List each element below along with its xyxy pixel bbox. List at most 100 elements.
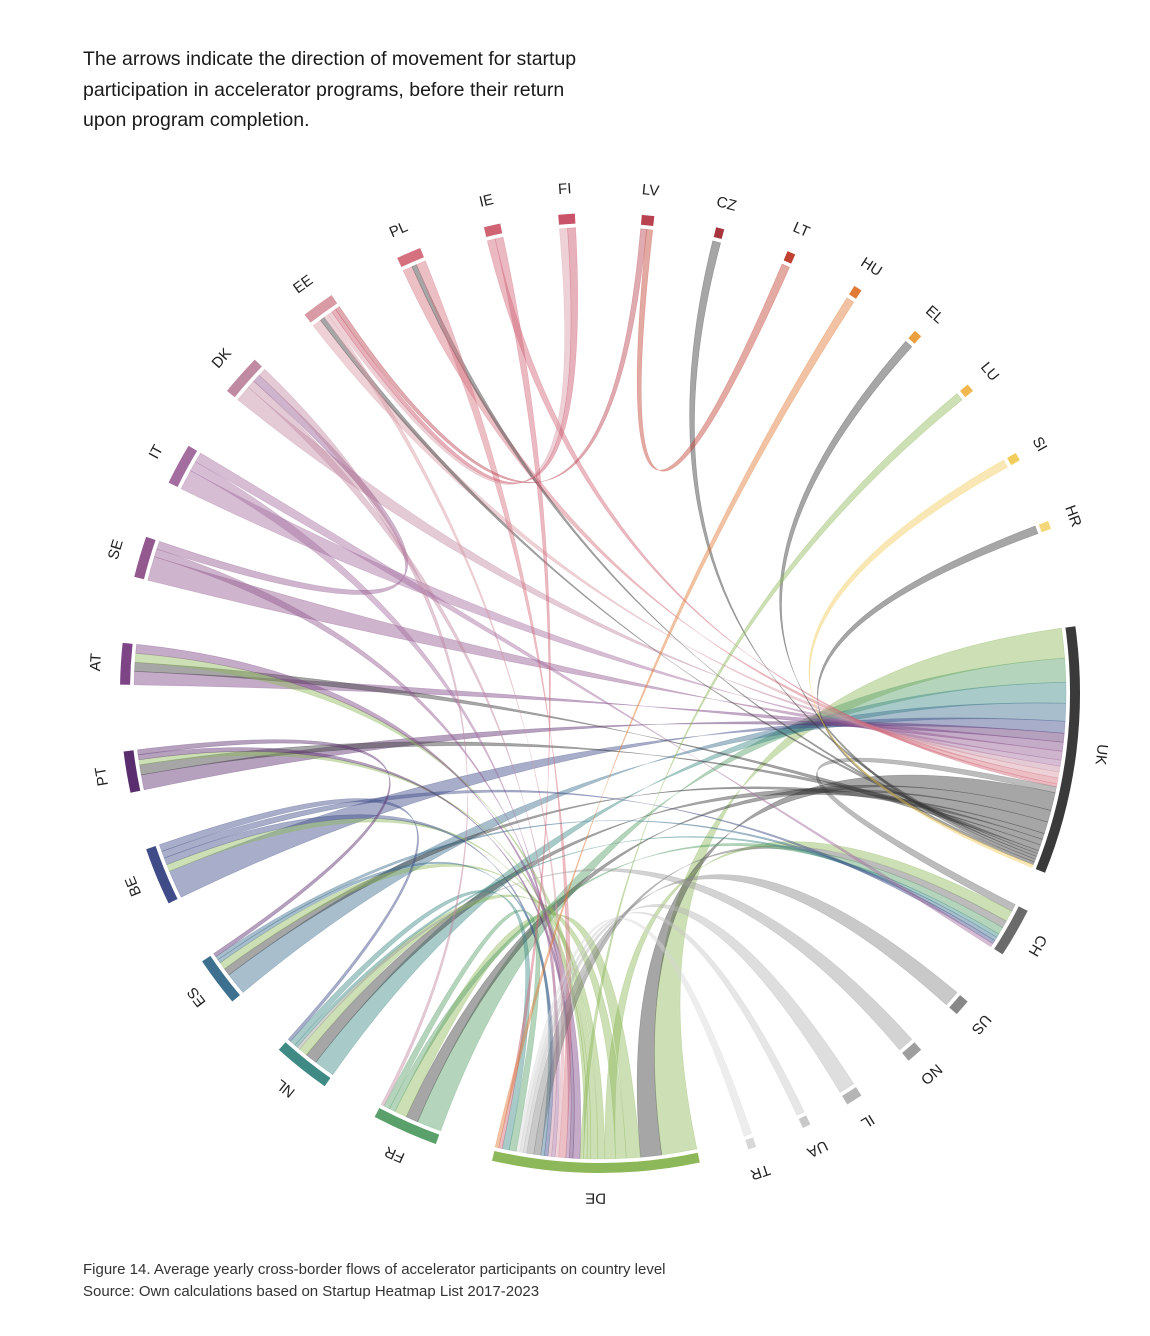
flow-ribbon-dk-to-uk — [237, 386, 1061, 773]
flow-ribbon-se-to-dk — [156, 374, 409, 595]
country-label-ch: CH — [1025, 932, 1051, 959]
country-arc-hu — [849, 285, 862, 299]
flow-ribbon-it-to-uk — [180, 470, 1062, 767]
flow-ribbon-fi-to-ee — [331, 227, 578, 484]
flow-ribbon-fr-to-de — [383, 909, 541, 1152]
flow-ribbon-uk-to-hr — [817, 525, 1039, 866]
flow-ribbon-de-to-nl — [299, 894, 627, 1160]
flow-ribbon-fr-to-uk — [417, 657, 1067, 1132]
flow-ribbon-it-to-ch — [195, 452, 994, 948]
country-arc-ch — [994, 906, 1028, 955]
country-arc-fr — [374, 1107, 440, 1145]
country-arc-layer — [120, 213, 1080, 1174]
country-arc-lu — [960, 384, 974, 398]
country-label-cz: CZ — [715, 193, 739, 214]
country-label-uk: UK — [1092, 743, 1111, 766]
flow-ribbon-lt-to-lv — [636, 229, 790, 472]
flow-ribbon-pt-to-es — [137, 739, 391, 958]
country-label-lu: LU — [977, 359, 1002, 385]
country-label-se: SE — [105, 538, 127, 562]
flow-ribbon-ie-to-uk — [486, 238, 1058, 788]
flow-ribbon-no-to-nl — [296, 868, 913, 1051]
flow-ribbon-uk-to-nl — [305, 788, 1049, 1063]
country-arc-at — [120, 642, 133, 685]
country-arc-nl — [278, 1042, 331, 1087]
flow-ribbon-it-to-de — [190, 461, 560, 1158]
flow-ribbon-pt-to-de — [137, 747, 575, 1159]
flow-ribbon-de-to-uk — [654, 627, 1066, 1156]
flow-ribbon-uk-to-fr — [405, 784, 1052, 1123]
flow-ribbon-uk-to-pl — [411, 264, 1038, 857]
flow-ribbon-ch-to-uk — [816, 757, 1057, 912]
country-arc-ua — [798, 1115, 811, 1129]
country-label-fr: FR — [382, 1142, 407, 1166]
flow-ribbon-uk-to-ee — [320, 316, 1039, 854]
flow-ribbon-es-to-uk — [228, 702, 1067, 993]
country-arc-cz — [713, 227, 725, 240]
country-arc-hr — [1038, 520, 1052, 533]
flow-ribbon-de-to-at — [134, 652, 599, 1160]
flow-ribbon-dk-to-fr — [258, 368, 468, 1107]
country-label-lt: LT — [790, 219, 812, 241]
country-arc-us — [949, 995, 968, 1015]
country-arc-il — [842, 1087, 862, 1105]
intro-text: The arrows indicate the direction of mov… — [83, 48, 577, 131]
country-label-ua: UA — [804, 1137, 830, 1161]
country-label-fi: FI — [558, 180, 572, 198]
flow-ribbon-ch-to-de — [533, 845, 1007, 1156]
flow-ribbon-be-to-de — [163, 814, 554, 1157]
flow-ribbon-ee-to-fi — [327, 227, 572, 485]
flow-ribbon-ee-to-uk — [312, 319, 1060, 779]
country-arc-lv — [640, 214, 655, 227]
flow-ribbon-uk-to-de — [636, 774, 1056, 1158]
country-arc-dk — [226, 359, 262, 398]
country-arc-uk — [1035, 626, 1080, 873]
flow-ribbon-de-to-be — [166, 818, 588, 1160]
flow-ribbon-be-to-uk — [169, 717, 1066, 898]
flow-ribbon-lv-to-ee — [335, 228, 648, 484]
country-arc-pl — [397, 247, 424, 268]
country-label-no: NO — [917, 1060, 945, 1088]
flow-ribbon-se-to-de — [153, 548, 572, 1159]
flow-ribbon-de-to-pt — [138, 751, 591, 1160]
figure-caption-title: Figure 14. Average yearly cross-border f… — [83, 1261, 666, 1278]
flow-ribbon-uk-to-pt — [139, 741, 1043, 846]
country-label-hu: HU — [858, 254, 885, 280]
country-label-be: BE — [122, 874, 145, 899]
country-arc-ee — [304, 295, 338, 323]
country-arc-fi — [558, 213, 576, 225]
flow-ribbon-tr-to-de — [515, 917, 753, 1153]
country-label-pl: PL — [387, 218, 411, 241]
flow-ribbon-pt-to-uk — [140, 721, 1065, 791]
flow-ribbon-be-to-nl — [159, 798, 419, 1042]
flow-ribbon-at-to-de — [135, 643, 581, 1159]
flow-ribbon-uk-to-cz — [689, 240, 1037, 860]
country-label-tr: TR — [748, 1161, 773, 1184]
country-label-ie: IE — [478, 191, 496, 211]
country-label-it: IT — [146, 442, 167, 462]
country-label-ee: EE — [290, 272, 316, 298]
flow-ribbon-de-to-fr — [394, 913, 641, 1159]
flow-ribbon-ua-to-de — [519, 911, 805, 1153]
figure-caption-source: Source: Own calculations based on Startu… — [83, 1283, 540, 1300]
flow-ribbon-hu-to-de — [494, 297, 855, 1149]
flow-ribbon-si-to-uk — [808, 459, 1034, 868]
country-arc-si — [1007, 453, 1020, 466]
country-arc-be — [146, 846, 178, 904]
country-label-il: IL — [858, 1111, 878, 1132]
country-arc-el — [908, 330, 922, 344]
flow-ribbon-nl-to-de — [289, 890, 531, 1151]
country-label-si: SI — [1029, 434, 1051, 455]
figure-caption: Figure 14. Average yearly cross-border f… — [83, 1259, 666, 1303]
country-label-nl: NL — [273, 1076, 299, 1101]
flow-ribbon-es-to-de — [217, 861, 552, 1156]
country-arc-no — [902, 1042, 922, 1061]
country-arc-lt — [783, 251, 796, 264]
country-arc-es — [202, 955, 240, 1002]
flow-ribbon-de-to-es — [219, 863, 606, 1160]
country-label-hr: HR — [1061, 503, 1085, 529]
flow-ribbon-at-to-uk — [133, 671, 1064, 752]
country-label-at: AT — [87, 653, 105, 672]
flow-ribbon-ie-to-de — [494, 236, 551, 1149]
flow-ribbon-us-to-de — [526, 874, 958, 1155]
